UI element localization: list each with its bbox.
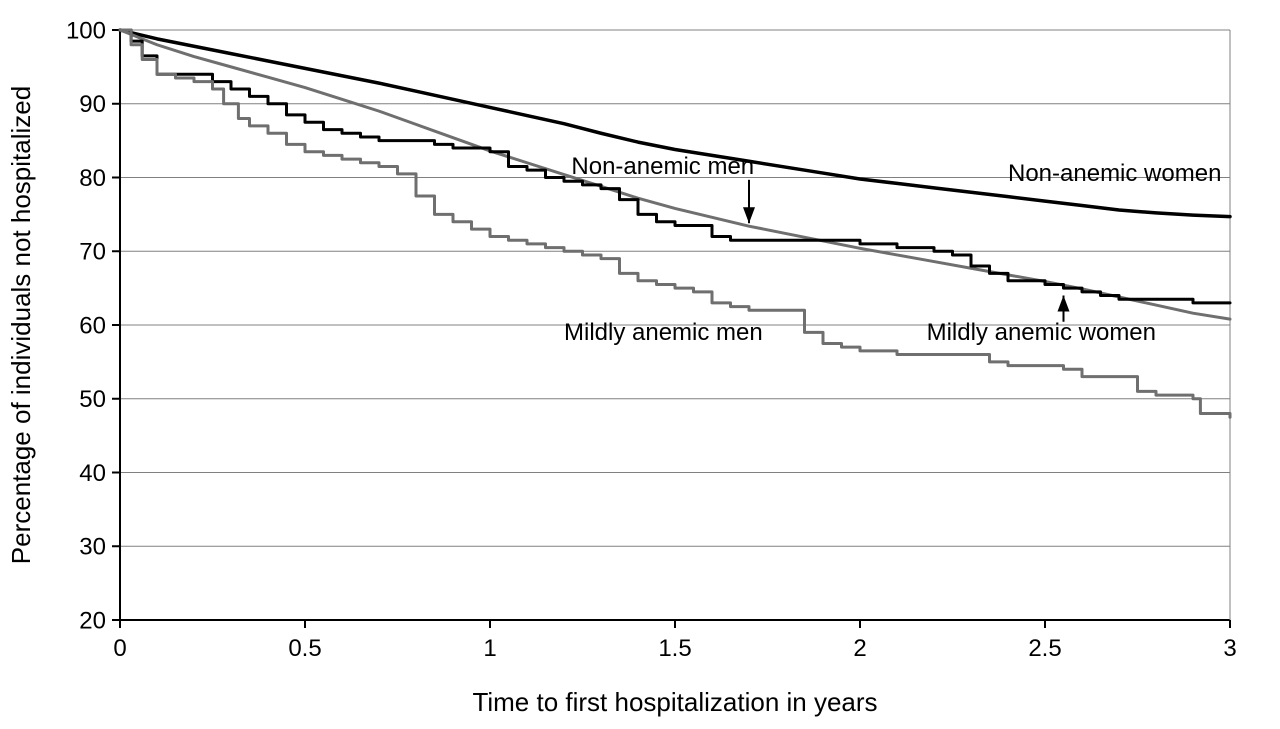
y-tick-label: 80 [79, 165, 106, 192]
x-tick-label: 1 [483, 635, 496, 662]
y-tick-label: 60 [79, 312, 106, 339]
x-tick-label: 2 [853, 635, 866, 662]
y-tick-label: 30 [79, 534, 106, 561]
y-tick-label: 100 [66, 17, 106, 44]
y-tick-label: 50 [79, 386, 106, 413]
y-axis-label: Percentage of individuals not hospitaliz… [6, 86, 36, 564]
series-label: Non-anemic men [571, 153, 754, 180]
y-tick-label: 40 [79, 460, 106, 487]
y-tick-label: 90 [79, 91, 106, 118]
x-tick-label: 3 [1223, 635, 1236, 662]
x-tick-label: 2.5 [1028, 635, 1061, 662]
series-label: Mildly anemic women [927, 319, 1156, 346]
x-tick-label: 0.5 [288, 635, 321, 662]
y-tick-label: 70 [79, 239, 106, 266]
survival-chart: 0 0.5 1 1.5 2 2.5 3 20 30 40 50 60 70 80 90 100 Time to … [0, 0, 1280, 729]
series-label: Mildly anemic men [564, 319, 763, 346]
x-tick-label: 1.5 [658, 635, 691, 662]
x-tick-label: 0 [113, 635, 126, 662]
y-tick-label: 20 [79, 607, 106, 634]
series-label: Non-anemic women [1008, 160, 1221, 187]
x-axis-label: Time to first hospitalization in years [472, 687, 877, 717]
chart-svg: 0 0.5 1 1.5 2 2.5 3 20 30 40 50 60 70 80 90 100 Time to … [0, 0, 1280, 729]
